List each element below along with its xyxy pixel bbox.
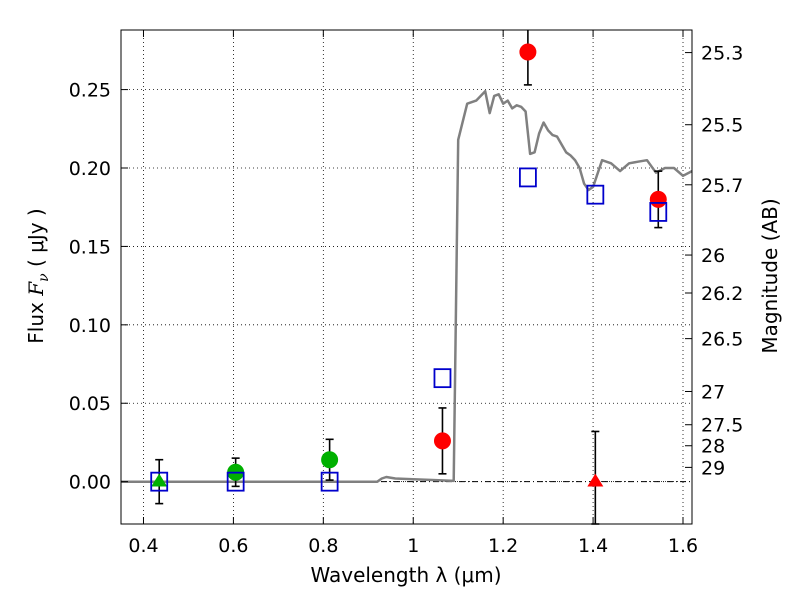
x-tick-label: 0.4 [128, 535, 158, 557]
y-label-unit: ( μJy ) [24, 208, 48, 273]
model-flux-square [150, 471, 169, 492]
model-flux-square [518, 167, 537, 188]
model-flux-square [320, 471, 339, 492]
model-flux-square [586, 184, 605, 205]
model-flux-square [649, 202, 668, 222]
y-tick-label-left: 0.05 [69, 393, 111, 415]
data-point-circle [649, 190, 667, 208]
data-point-circle [433, 432, 451, 450]
y-tick-label-right: 27.5 [701, 415, 743, 437]
model-flux-square [226, 471, 245, 492]
y-tick-label-left: 0.15 [69, 236, 111, 258]
plot-frame [120, 29, 693, 525]
y-label-prefix: Flux [24, 296, 48, 344]
x-axis-label: Wavelength λ (μm) [310, 563, 501, 587]
x-tick-label: 1.4 [578, 535, 608, 557]
model-spectrum [121, 89, 693, 483]
y-tick-label-right: 25.3 [701, 43, 743, 65]
y-tick-label-left: 0.00 [69, 472, 111, 494]
y-tick-label-right: 26.5 [701, 329, 743, 351]
y-axis-label-left: Flux Fν ( μJy ) [24, 208, 52, 343]
x-tick-label: 1.6 [668, 535, 698, 557]
upper-limit-triangle [151, 473, 168, 487]
y-label-symbol: F [24, 281, 48, 297]
y-tick-label-left: 0.20 [69, 158, 111, 180]
y-tick-label-right: 26 [701, 245, 725, 267]
y-tick-label-right: 25.5 [701, 115, 743, 137]
y-label-subscript: ν [36, 273, 52, 282]
y-tick-label-left: 0.10 [69, 315, 111, 337]
x-tick-label: 1.2 [488, 535, 518, 557]
y-tick-label-right: 27 [701, 381, 725, 403]
y-tick-label-right: 25.7 [701, 175, 743, 197]
x-tick-label: 0.8 [308, 535, 338, 557]
x-tick-label: 1 [407, 535, 419, 557]
y-tick-label-left: 0.25 [69, 80, 111, 102]
y-axis-label-right: Magnitude (AB) [758, 198, 782, 353]
model-flux-square [433, 368, 452, 389]
x-tick-label: 0.6 [218, 535, 248, 557]
y-tick-label-right: 29 [701, 457, 725, 479]
data-point-circle [321, 451, 339, 469]
tick-labels: 0.4 0.6 0.8 1 1.2 1.4 1.6 0.00 0.05 0.10 0.15 0.20 0… [69, 43, 744, 557]
model-spectrum-line [121, 89, 693, 483]
upper-limit-triangle [587, 473, 604, 487]
axis-ticks [121, 30, 692, 524]
data-markers [150, 43, 668, 492]
y-tick-label-right: 26.2 [701, 283, 743, 305]
data-point-circle [519, 43, 537, 61]
y-tick-label-right: 28 [701, 436, 725, 458]
